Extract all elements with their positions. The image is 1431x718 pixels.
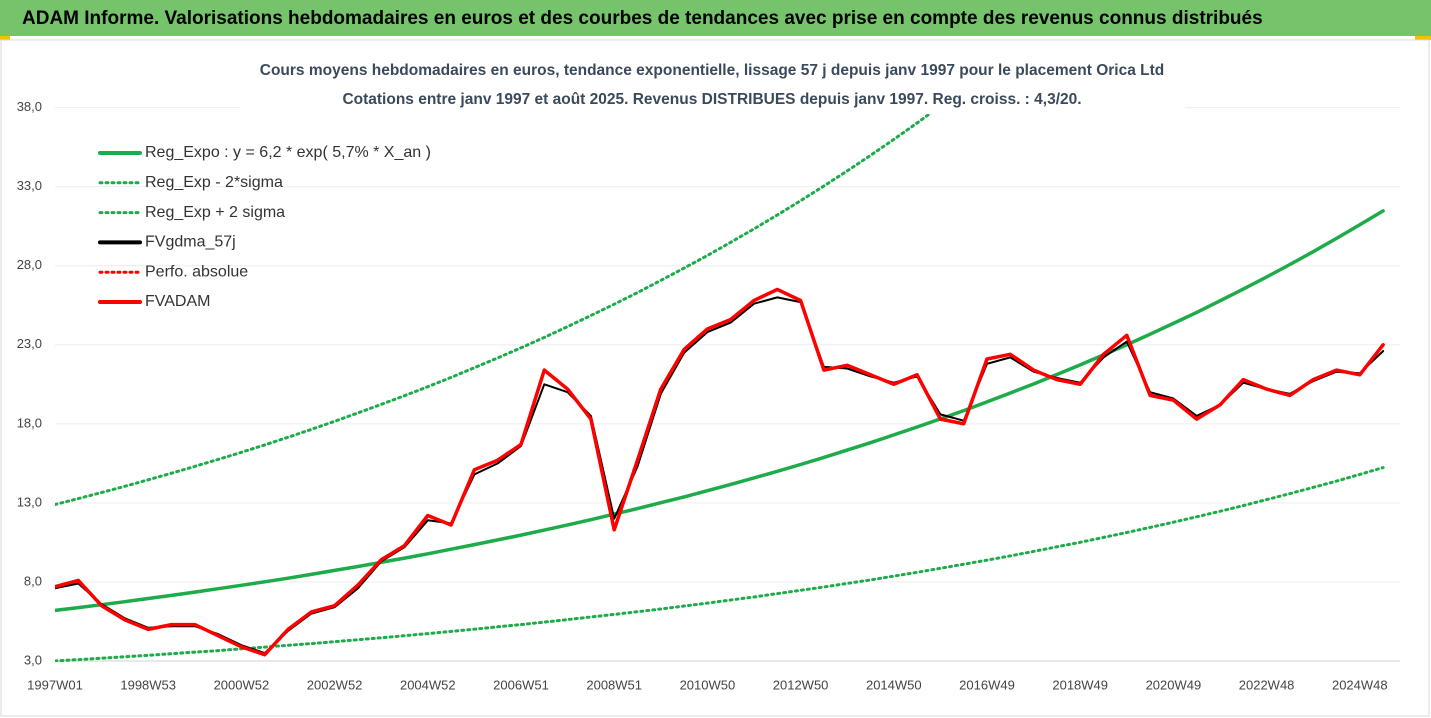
x-tick-label: 2004W52 — [400, 677, 456, 692]
legend-label: Reg_Expo : y = 6,2 * exp( 5,7% * X_an ) — [145, 144, 431, 161]
series-line — [55, 466, 1385, 662]
y-tick-label: 28,0 — [17, 257, 42, 272]
y-tick-label: 8,0 — [24, 573, 42, 588]
header-title: ADAM Informe. Valorisations hebdomadaire… — [22, 8, 1263, 29]
y-tick-label: 13,0 — [17, 494, 42, 509]
x-tick-label: 2008W51 — [586, 677, 642, 692]
y-tick-label: 18,0 — [17, 415, 42, 430]
x-tick-label: 1998W53 — [120, 677, 176, 692]
title-box — [240, 56, 1185, 114]
y-tick-label: 33,0 — [17, 178, 42, 193]
x-tick-label: 2002W52 — [307, 677, 363, 692]
x-tick-label: 2012W50 — [773, 677, 829, 692]
legend-label: Reg_Exp + 2 sigma — [145, 204, 285, 221]
x-tick-label: 2006W51 — [493, 677, 549, 692]
legend-label: Perfo. absolue — [145, 263, 248, 280]
y-tick-label: 23,0 — [17, 336, 42, 351]
x-tick-label: 2014W50 — [866, 677, 922, 692]
x-tick-label: 2022W48 — [1239, 677, 1295, 692]
y-tick-label: 3,0 — [24, 652, 42, 667]
x-tick-label: 2016W49 — [959, 677, 1015, 692]
x-tick-label: 2020W49 — [1146, 677, 1202, 692]
series-line — [55, 287, 1385, 657]
x-tick-label: 2010W50 — [680, 677, 736, 692]
chart-title: Cours moyens hebdomadaires en euros, ten… — [260, 62, 1164, 79]
legend-label: FVgdma_57j — [145, 234, 236, 251]
series-line — [55, 287, 1385, 657]
chart-border — [0, 39, 1430, 717]
y-tick-label: 38,0 — [17, 99, 42, 114]
corner — [1415, 36, 1431, 40]
series-line — [55, 296, 1385, 655]
x-tick-label: 2018W49 — [1052, 677, 1108, 692]
series-line — [55, 76, 983, 506]
x-tick-label: 2000W52 — [214, 677, 270, 692]
header-bar — [0, 0, 1431, 36]
legend-label: Reg_Exp - 2*sigma — [145, 174, 283, 191]
legend-label: FVADAM — [145, 293, 210, 310]
x-tick-label: 2024W48 — [1332, 677, 1388, 692]
series-line — [55, 209, 1385, 613]
chart-subtitle: Cotations entre janv 1997 et août 2025. … — [342, 91, 1081, 108]
x-tick-label: 1997W01 — [27, 677, 83, 692]
corner — [0, 36, 10, 40]
